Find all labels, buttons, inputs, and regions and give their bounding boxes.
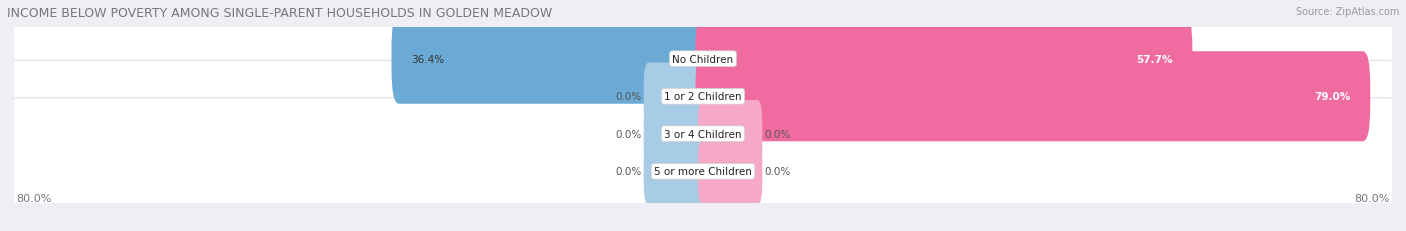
Text: 0.0%: 0.0% xyxy=(616,129,643,139)
FancyBboxPatch shape xyxy=(4,0,1402,133)
Text: 80.0%: 80.0% xyxy=(17,193,52,204)
FancyBboxPatch shape xyxy=(4,98,1402,231)
FancyBboxPatch shape xyxy=(697,138,762,205)
FancyBboxPatch shape xyxy=(644,63,709,131)
FancyBboxPatch shape xyxy=(696,52,1371,142)
FancyBboxPatch shape xyxy=(696,15,1192,104)
Text: 57.7%: 57.7% xyxy=(1136,55,1173,64)
FancyBboxPatch shape xyxy=(4,24,1402,170)
FancyBboxPatch shape xyxy=(644,138,709,205)
Text: 5 or more Children: 5 or more Children xyxy=(654,167,752,176)
Text: 80.0%: 80.0% xyxy=(1354,193,1389,204)
Text: No Children: No Children xyxy=(672,55,734,64)
Text: 0.0%: 0.0% xyxy=(616,92,643,102)
FancyBboxPatch shape xyxy=(697,100,762,168)
Text: 79.0%: 79.0% xyxy=(1315,92,1350,102)
Text: Source: ZipAtlas.com: Source: ZipAtlas.com xyxy=(1295,7,1399,17)
FancyBboxPatch shape xyxy=(644,100,709,168)
FancyBboxPatch shape xyxy=(4,61,1402,207)
Text: 36.4%: 36.4% xyxy=(412,55,444,64)
Text: 0.0%: 0.0% xyxy=(763,167,790,176)
FancyBboxPatch shape xyxy=(391,15,710,104)
Text: INCOME BELOW POVERTY AMONG SINGLE-PARENT HOUSEHOLDS IN GOLDEN MEADOW: INCOME BELOW POVERTY AMONG SINGLE-PARENT… xyxy=(7,7,553,20)
Text: 1 or 2 Children: 1 or 2 Children xyxy=(664,92,742,102)
Text: 0.0%: 0.0% xyxy=(616,167,643,176)
Text: 3 or 4 Children: 3 or 4 Children xyxy=(664,129,742,139)
Text: 0.0%: 0.0% xyxy=(763,129,790,139)
